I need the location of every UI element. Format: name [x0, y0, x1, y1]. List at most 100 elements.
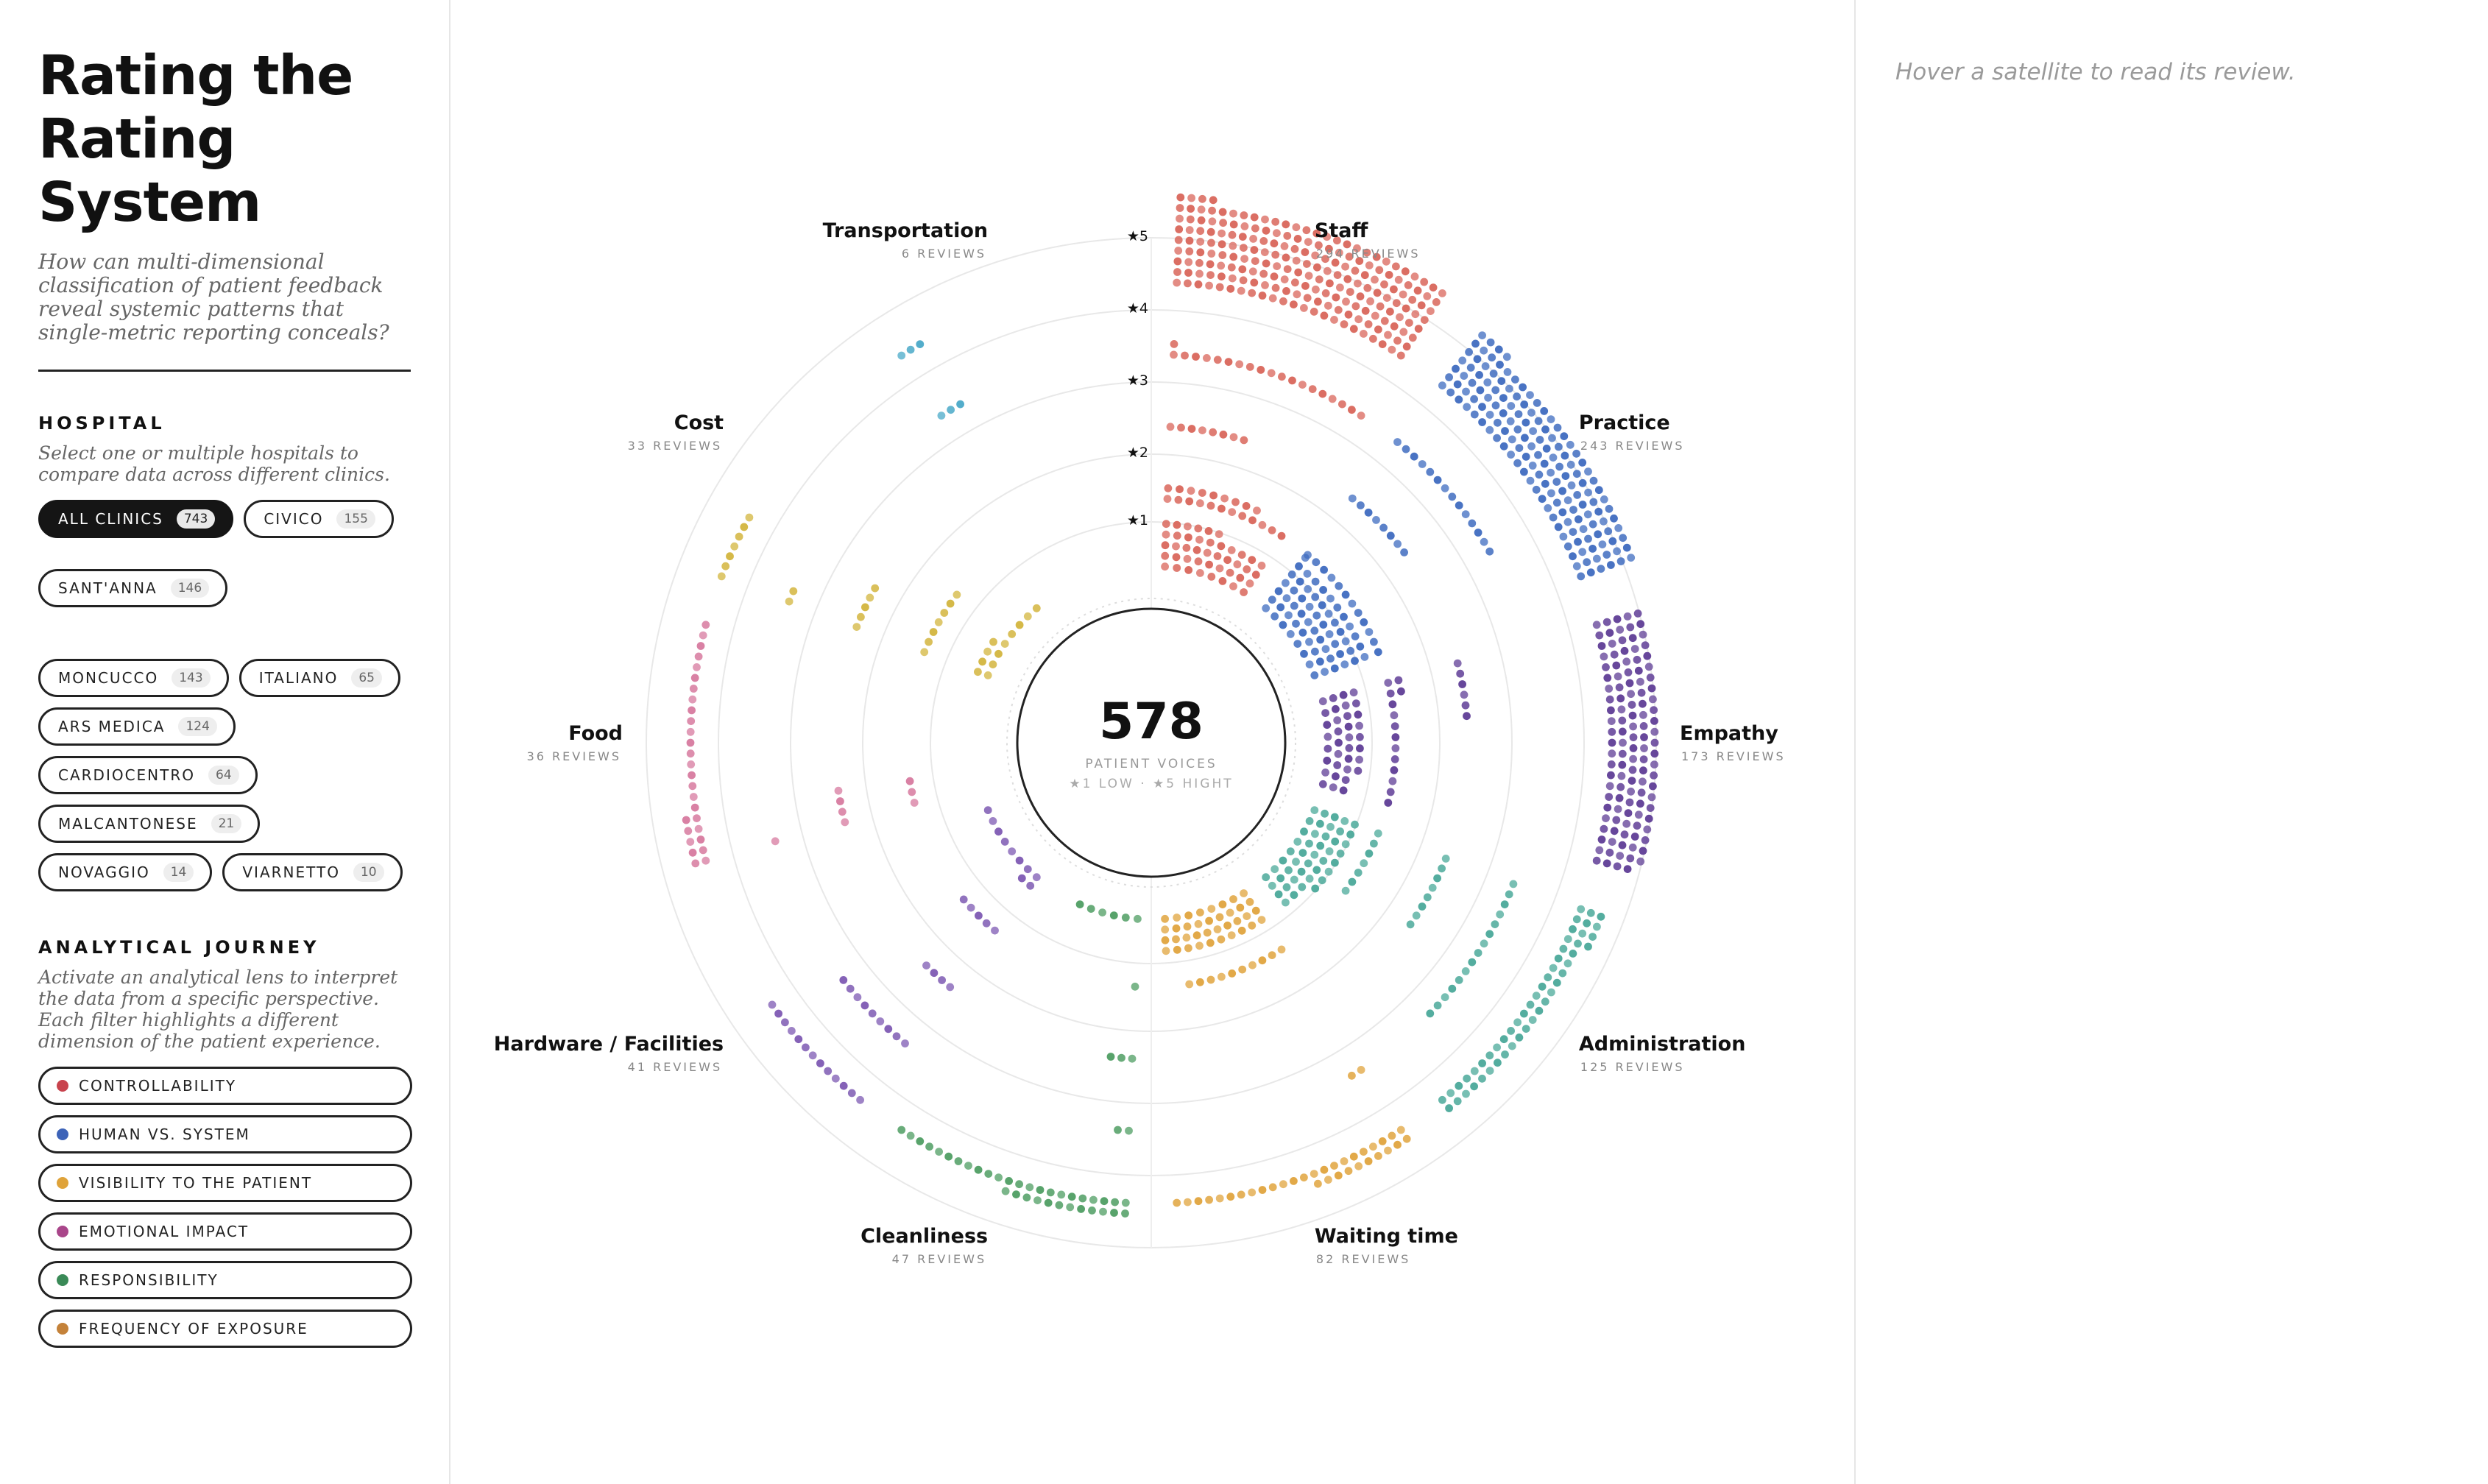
review-dot[interactable]	[1319, 857, 1328, 865]
review-dot[interactable]	[1194, 1197, 1203, 1206]
review-dot[interactable]	[1324, 867, 1333, 876]
review-dot[interactable]	[1015, 621, 1024, 629]
review-dot[interactable]	[1394, 676, 1403, 685]
review-dot[interactable]	[1305, 839, 1313, 848]
review-dot[interactable]	[1174, 247, 1183, 255]
review-dot[interactable]	[1196, 227, 1205, 236]
review-dot[interactable]	[1650, 738, 1659, 747]
review-dot[interactable]	[1485, 1067, 1494, 1075]
review-dot[interactable]	[1555, 462, 1563, 471]
review-dot[interactable]	[1280, 242, 1289, 250]
review-dot[interactable]	[1250, 213, 1259, 222]
review-dot[interactable]	[975, 911, 983, 920]
review-dot[interactable]	[1470, 395, 1478, 403]
review-dot[interactable]	[1608, 727, 1616, 736]
review-dot[interactable]	[1360, 271, 1369, 280]
review-dot[interactable]	[1117, 1053, 1125, 1062]
review-dot[interactable]	[1345, 733, 1354, 742]
review-dot[interactable]	[1563, 496, 1572, 504]
review-dot[interactable]	[1578, 478, 1587, 487]
review-dot[interactable]	[1610, 650, 1619, 659]
review-dot[interactable]	[1622, 657, 1631, 666]
review-dot[interactable]	[1217, 261, 1226, 270]
review-dot[interactable]	[1295, 562, 1303, 570]
review-dot[interactable]	[853, 993, 862, 1002]
review-dot[interactable]	[940, 609, 949, 617]
review-dot[interactable]	[1483, 378, 1492, 386]
review-dot[interactable]	[989, 817, 997, 825]
review-dot[interactable]	[1250, 246, 1259, 254]
review-dot[interactable]	[1650, 760, 1658, 768]
review-dot[interactable]	[946, 599, 955, 608]
review-dot[interactable]	[1501, 1050, 1509, 1059]
review-dot[interactable]	[1298, 381, 1307, 389]
review-dot[interactable]	[802, 1043, 810, 1052]
review-dot[interactable]	[1344, 722, 1353, 731]
review-dot[interactable]	[1380, 280, 1388, 289]
review-dot[interactable]	[1588, 545, 1597, 553]
review-dot[interactable]	[1485, 547, 1494, 556]
review-dot[interactable]	[839, 976, 848, 984]
review-dot[interactable]	[1282, 220, 1290, 229]
review-dot[interactable]	[1497, 377, 1506, 385]
review-dot[interactable]	[1361, 306, 1370, 315]
review-dot[interactable]	[1547, 489, 1555, 498]
review-dot[interactable]	[1336, 827, 1344, 835]
review-dot[interactable]	[1352, 699, 1360, 707]
review-dot[interactable]	[1391, 733, 1400, 741]
review-dot[interactable]	[1098, 908, 1106, 916]
review-dot[interactable]	[1561, 472, 1570, 480]
review-dot[interactable]	[1293, 838, 1302, 846]
review-dot[interactable]	[1121, 1198, 1130, 1207]
review-dot[interactable]	[1639, 755, 1648, 763]
review-dot[interactable]	[1476, 386, 1485, 395]
review-dot[interactable]	[1185, 226, 1194, 234]
review-dot[interactable]	[1023, 865, 1032, 874]
review-dot[interactable]	[1646, 804, 1655, 812]
review-dot[interactable]	[1380, 317, 1389, 325]
review-dot[interactable]	[693, 814, 701, 822]
review-dot[interactable]	[1229, 895, 1237, 903]
review-dot[interactable]	[1206, 227, 1215, 236]
review-dot[interactable]	[964, 1162, 972, 1170]
review-dot[interactable]	[1218, 240, 1226, 249]
review-dot[interactable]	[1345, 252, 1354, 261]
review-dot[interactable]	[1262, 873, 1270, 882]
review-dot[interactable]	[1046, 1188, 1055, 1197]
review-dot[interactable]	[1187, 194, 1195, 202]
review-dot[interactable]	[1163, 495, 1172, 504]
review-dot[interactable]	[1555, 442, 1563, 451]
review-dot[interactable]	[1268, 526, 1276, 534]
review-dot[interactable]	[905, 777, 914, 785]
review-dot[interactable]	[1637, 788, 1646, 797]
review-dot[interactable]	[989, 637, 997, 646]
review-dot[interactable]	[1321, 255, 1329, 264]
review-dot[interactable]	[1577, 572, 1586, 581]
review-dot[interactable]	[1520, 1009, 1528, 1018]
review-dot[interactable]	[1336, 628, 1345, 636]
review-dot[interactable]	[1618, 841, 1627, 849]
review-dot[interactable]	[1321, 709, 1329, 717]
review-dot[interactable]	[871, 584, 880, 593]
review-dot[interactable]	[1607, 760, 1616, 768]
review-dot[interactable]	[1399, 290, 1407, 299]
review-dot[interactable]	[699, 846, 707, 855]
review-dot[interactable]	[1305, 637, 1313, 646]
review-dot[interactable]	[1218, 577, 1227, 585]
review-dot[interactable]	[956, 400, 964, 409]
review-dot[interactable]	[745, 513, 754, 522]
clinic-filter-pill[interactable]: MALCANTONESE 21	[38, 805, 261, 843]
review-dot[interactable]	[1441, 484, 1449, 492]
review-dot[interactable]	[983, 647, 992, 656]
review-dot[interactable]	[1385, 271, 1393, 279]
review-dot[interactable]	[1634, 666, 1643, 675]
review-dot[interactable]	[1365, 849, 1374, 858]
review-dot[interactable]	[1032, 604, 1041, 612]
review-dot[interactable]	[1349, 688, 1358, 697]
review-dot[interactable]	[982, 919, 991, 928]
review-dot[interactable]	[1402, 1134, 1411, 1143]
review-dot[interactable]	[1248, 921, 1257, 930]
review-dot[interactable]	[1468, 378, 1477, 387]
review-dot[interactable]	[1229, 241, 1237, 250]
review-dot[interactable]	[1372, 516, 1380, 524]
